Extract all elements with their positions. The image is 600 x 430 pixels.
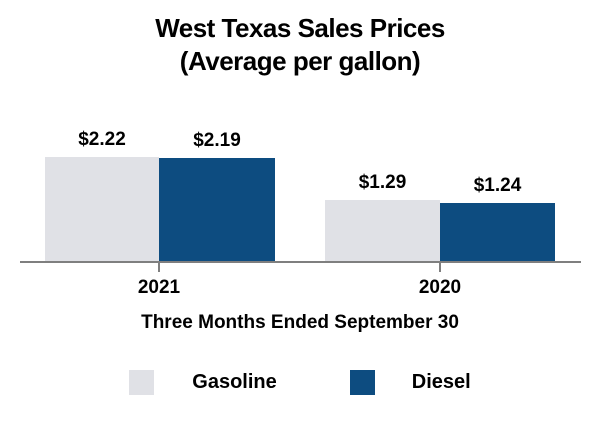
category-label-2020: 2020 <box>418 277 462 298</box>
chart-subtitle: (Average per gallon) <box>179 46 421 76</box>
bar-value-label-diesel-2021: $2.19 <box>193 130 241 151</box>
bar-diesel-2021: $2.19 <box>159 130 275 261</box>
category-label-2021: 2021 <box>137 277 181 298</box>
legend-swatch-diesel <box>349 370 375 395</box>
legend-label-diesel: Diesel <box>411 371 471 393</box>
plot-area: $2.22 $2.19 $1.29 $1.24 <box>45 129 555 261</box>
x-axis-tick-2020 <box>439 263 441 272</box>
bar-value-label-diesel-2020: $1.24 <box>473 175 522 196</box>
bar-diesel-2020: $1.24 <box>440 175 555 261</box>
chart-title-block: West Texas Sales Prices (Average per gal… <box>0 12 600 78</box>
x-axis-title: Three Months Ended September 30 <box>141 312 459 333</box>
bar-value-label-gasoline-2020: $1.29 <box>358 172 407 193</box>
legend: Gasoline Diesel <box>0 370 600 395</box>
bar-value-label-gasoline-2021: $2.22 <box>78 129 126 150</box>
x-axis-line <box>20 261 581 263</box>
chart-title: West Texas Sales Prices <box>155 13 445 43</box>
bar-gasoline-2021: $2.22 <box>45 129 159 261</box>
legend-label-gasoline: Gasoline <box>192 371 277 393</box>
x-axis-tick-2021 <box>158 263 160 272</box>
legend-swatch-gasoline <box>129 370 155 395</box>
bar-gasoline-2020: $1.29 <box>325 172 440 261</box>
